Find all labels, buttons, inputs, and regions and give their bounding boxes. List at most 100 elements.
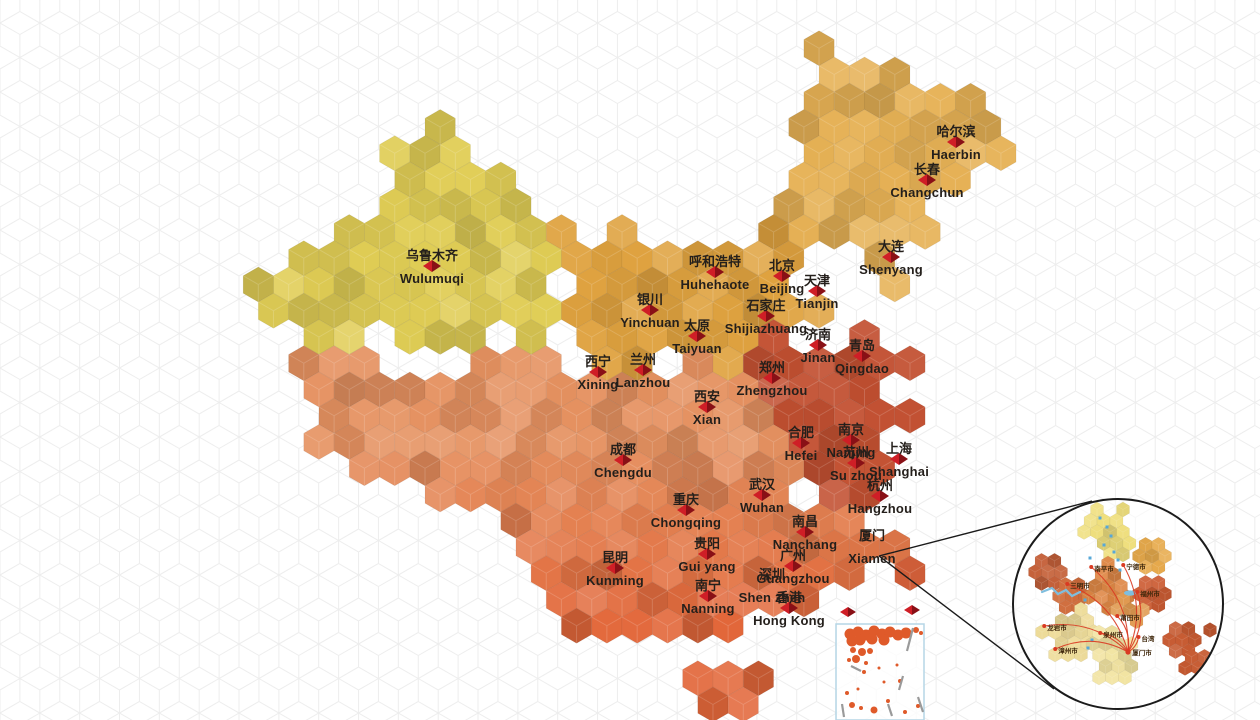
city-name-zh: 北京 (769, 258, 795, 273)
city-name-en: Huhehaote (681, 277, 750, 292)
city-name-en: Hefei (785, 448, 818, 463)
inset-city-label[interactable]: 龙岩市 (1046, 623, 1067, 632)
city-su-zhou[interactable]: 苏州 Su zhou (830, 445, 882, 483)
city-yinchuan[interactable]: 银川 Yinchuan (620, 292, 680, 330)
city-nanning[interactable]: 南宁 Nanning (681, 578, 734, 616)
city-marker-icon[interactable] (792, 437, 810, 449)
city-name-en: Changchun (890, 185, 963, 200)
city-name-zh: 太原 (683, 318, 710, 333)
city-marker-icon[interactable] (641, 304, 659, 316)
city-changchun[interactable]: 长春 Changchun (890, 162, 963, 200)
city-marker-icon[interactable] (842, 434, 860, 446)
city-marker-icon[interactable] (698, 548, 716, 560)
city-marker-icon[interactable] (847, 457, 865, 469)
city-marker-icon[interactable] (753, 489, 771, 501)
city-marker-icon[interactable] (853, 350, 871, 362)
city-marker-icon[interactable] (809, 339, 827, 351)
city-marker-icon[interactable] (882, 251, 900, 263)
city-marker-icon[interactable] (688, 330, 706, 342)
city-name-en: Chongqing (651, 515, 721, 530)
city-xiamen[interactable]: 厦门 Xiamen (848, 528, 895, 566)
inset-city-label[interactable]: 泉州市 (1103, 630, 1123, 639)
city-marker-icon[interactable] (423, 260, 441, 272)
city-zhengzhou[interactable]: 郑州 Zhengzhou (736, 360, 807, 398)
city-marker-icon[interactable] (808, 285, 826, 297)
city-marker-icon[interactable] (698, 401, 716, 413)
city-name-en: Wulumuqi (400, 271, 464, 286)
island-dot (919, 631, 923, 635)
city-name-en: Su zhou (830, 468, 882, 483)
city-shanghai[interactable]: 上海 Shanghai (869, 441, 929, 479)
city-huhehaote[interactable]: 呼和浩特 Huhehaote (681, 254, 750, 292)
city-marker-icon[interactable] (757, 310, 775, 322)
city-marker-icon[interactable] (677, 504, 695, 516)
city-name-en: Wuhan (740, 500, 784, 515)
city-hangzhou[interactable]: 杭州 Hangzhou (848, 478, 912, 516)
city-nanchang[interactable]: 南昌 Nanchang (773, 514, 837, 552)
city-name-en: Kunming (586, 573, 644, 588)
inset-city-label[interactable]: 台湾 (1142, 634, 1156, 643)
city-name-en: Xining (578, 377, 619, 392)
lake (1124, 590, 1136, 596)
city-xining[interactable]: 西宁 Xining (578, 354, 619, 392)
city-name-en: Shenyang (859, 262, 923, 277)
city-name-zh: 上海 (886, 441, 912, 456)
city-tianjin[interactable]: 天津 Tianjin (795, 273, 838, 311)
city-marker-icon[interactable] (780, 602, 798, 614)
inset-city-label[interactable]: 三明市 (1070, 581, 1090, 590)
inset-city-label[interactable]: 漳州市 (1058, 646, 1078, 655)
island-dot (903, 710, 907, 714)
city-xian[interactable]: 西安 Xian (693, 389, 721, 427)
city-marker-icon[interactable] (589, 366, 607, 378)
city-kunming[interactable]: 昆明 Kunming (586, 550, 644, 588)
city-marker-icon[interactable] (773, 270, 791, 282)
inset-origin-label[interactable]: 厦门市 (1132, 648, 1152, 657)
city-wuhan[interactable]: 武汉 Wuhan (740, 477, 784, 515)
inset-city-label[interactable]: 莆田市 (1120, 613, 1140, 622)
city-name-en: Shanghai (869, 464, 929, 479)
city-shijiazhuang[interactable]: 石家庄 Shijiazhuang (725, 298, 808, 336)
city-marker-icon[interactable] (796, 526, 814, 538)
city-lanzhou[interactable]: 兰州 Lanzhou (616, 352, 671, 390)
city-hong-kong[interactable]: 香港 Hong Kong (753, 590, 825, 628)
city-jinan[interactable]: 济南 Jinan (801, 327, 836, 365)
city-marker-icon[interactable] (947, 136, 965, 148)
city-guangzhou[interactable]: 广州 Guangzhou (756, 548, 829, 586)
city-marker-icon[interactable] (918, 174, 936, 186)
city-chengdu[interactable]: 成都 Chengdu (594, 442, 652, 480)
city-qingdao[interactable]: 青岛 Qingdao (835, 338, 889, 376)
city-name-zh: 厦门 (859, 528, 885, 543)
river (1040, 586, 1082, 598)
city-hefei[interactable]: 合肥 Hefei (785, 425, 818, 463)
city-taiyuan[interactable]: 太原 Taiyuan (672, 318, 722, 356)
island-dot (913, 627, 919, 633)
city-marker-icon[interactable] (606, 562, 624, 574)
city-marker-icon[interactable] (763, 372, 781, 384)
city-marker-icon[interactable] (634, 364, 652, 376)
inset-city-label[interactable]: 福州市 (1139, 589, 1160, 598)
city-chongqing[interactable]: 重庆 Chongqing (651, 492, 721, 530)
city-marker-icon[interactable] (890, 453, 908, 465)
island-dot (845, 691, 849, 695)
city-name-zh: 长春 (914, 162, 941, 177)
city-name-zh: 济南 (805, 327, 831, 342)
city-nanjing[interactable]: 南京 Nanjing (826, 422, 875, 460)
city-name-en: Shen zhen (739, 590, 806, 605)
inset-city-label[interactable]: 宁德市 (1126, 562, 1146, 571)
city-name-zh: 兰州 (630, 352, 656, 367)
inset-city-label[interactable]: 南平市 (1094, 564, 1114, 573)
city-name-en: Xian (693, 412, 721, 427)
city-marker-icon[interactable] (784, 560, 802, 572)
city-marker-icon[interactable] (699, 590, 717, 602)
city-beijing[interactable]: 北京 Beijing (760, 258, 805, 296)
city-wulumuqi[interactable]: 乌鲁木齐 Wulumuqi (400, 248, 464, 286)
city-marker-icon[interactable] (871, 490, 889, 502)
city-marker-icon[interactable] (706, 266, 724, 278)
city-haerbin[interactable]: 哈尔滨 Haerbin (931, 124, 981, 162)
city-gui-yang[interactable]: 贵阳 Gui yang (678, 536, 735, 574)
city-shen-zhen[interactable]: 深圳 Shen zhen (739, 567, 806, 605)
city-shenyang[interactable]: 大连 Shenyang (859, 239, 923, 277)
city-marker-icon[interactable] (614, 454, 632, 466)
